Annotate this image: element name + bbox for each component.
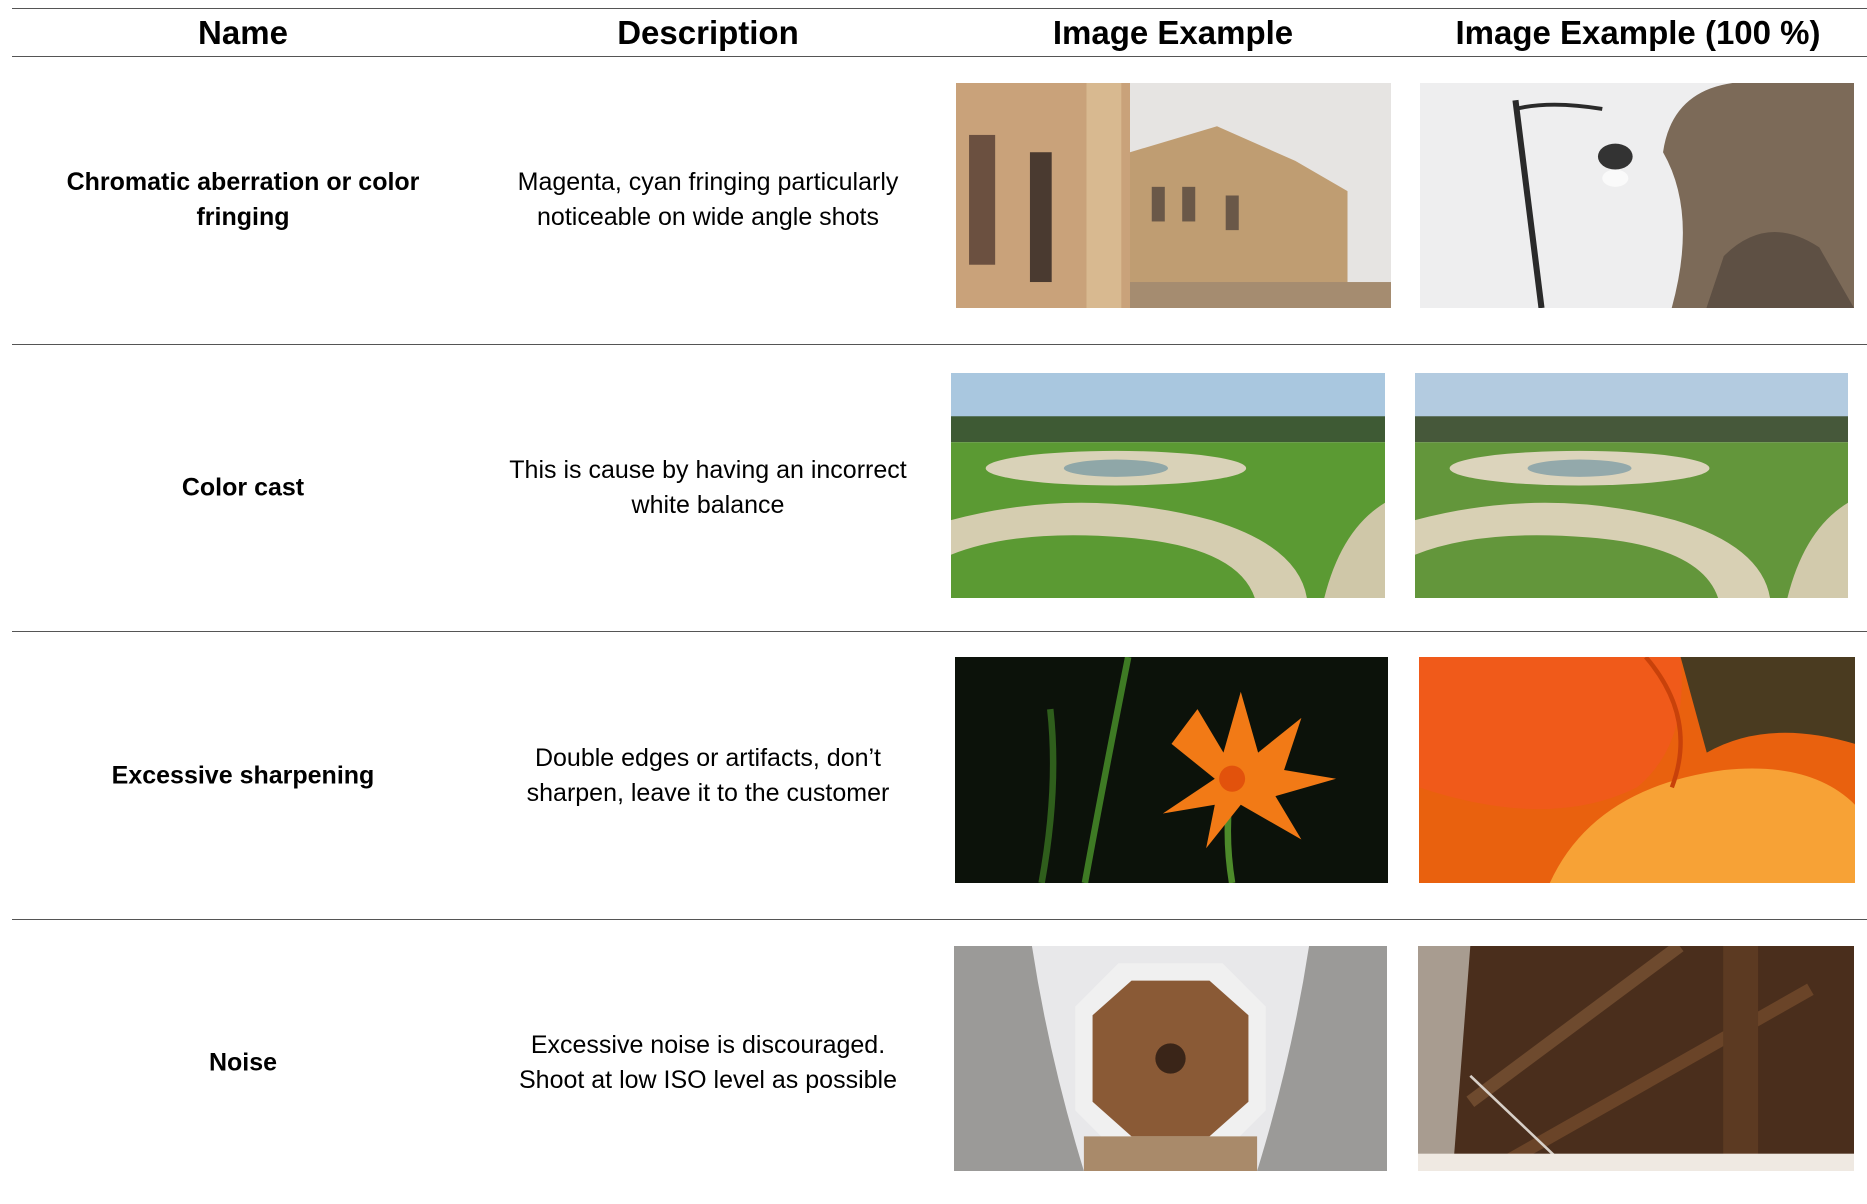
column-header: Description	[617, 14, 799, 51]
row-name: Excessive sharpening	[23, 759, 463, 794]
row-description: Magenta, cyan fringing particularly notic…	[488, 165, 928, 235]
text-line: Noise	[208, 1048, 278, 1077]
top-rule	[12, 8, 1867, 9]
text-line: Magenta, cyan fringing particularly	[517, 168, 899, 196]
image-example	[951, 373, 1385, 598]
row-rule	[12, 631, 1867, 632]
image-example-zoom	[1420, 83, 1854, 308]
row-name: Chromatic aberration or color fringing	[23, 165, 463, 235]
row-name: Noise	[23, 1046, 463, 1081]
column-header: Name	[198, 14, 288, 51]
column-header: Image Example (100 %)	[1455, 14, 1821, 51]
text-line: sharpen, leave it to the customer	[526, 779, 890, 807]
text-line: Shoot at low ISO level as possible	[519, 1066, 897, 1094]
text-line: fringing	[196, 203, 290, 231]
text-line: Chromatic aberration or color	[66, 168, 420, 196]
text-line: Excessive noise is discouraged.	[530, 1031, 886, 1059]
image-example-zoom	[1415, 373, 1848, 598]
image-example	[956, 83, 1391, 308]
row-description: This is cause by having an incorrect whit…	[488, 453, 928, 523]
row-description: Excessive noise is discouraged. Shoot at …	[488, 1028, 928, 1098]
text-line: Excessive sharpening	[111, 761, 375, 790]
row-description: Double edges or artifacts, don’t sharpen,…	[488, 741, 928, 811]
text-line: Color cast	[181, 473, 305, 502]
text-line: This is cause by having an incorrect	[509, 456, 907, 484]
header-rule	[12, 56, 1867, 57]
image-example	[954, 946, 1387, 1171]
image-example-zoom	[1418, 946, 1854, 1171]
row-rule	[12, 919, 1867, 920]
text-line: white balance	[631, 491, 785, 519]
column-header: Image Example	[1052, 14, 1294, 51]
image-example-zoom	[1419, 657, 1855, 883]
text-line: Double edges or artifacts, don’t	[534, 744, 882, 772]
text-line: noticeable on wide angle shots	[537, 203, 879, 231]
image-example	[955, 657, 1388, 883]
row-rule	[12, 344, 1867, 345]
row-name: Color cast	[23, 471, 463, 506]
